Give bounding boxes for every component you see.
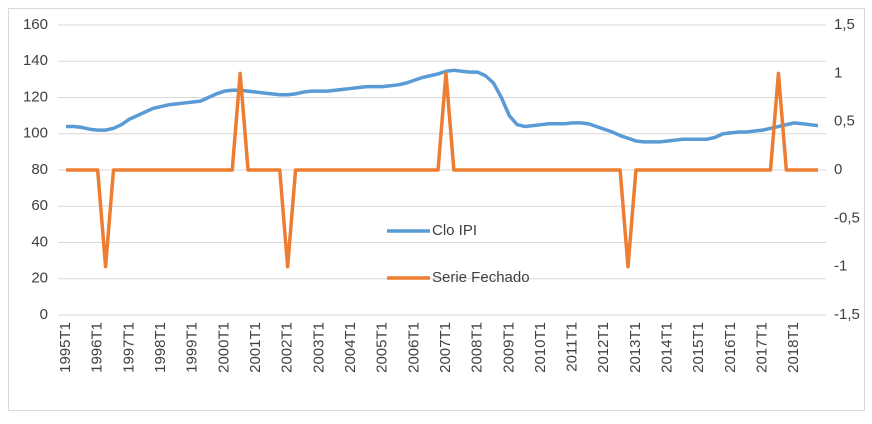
x-tick-label: 2012T1 bbox=[595, 322, 612, 373]
y-tick-label: 60 bbox=[31, 197, 48, 214]
x-tick-label: 2014T1 bbox=[659, 322, 676, 373]
x-tick-label: 2018T1 bbox=[785, 322, 802, 373]
y-tick-label: 0 bbox=[40, 306, 48, 323]
y-tick-label: 140 bbox=[23, 52, 48, 69]
x-tick-label: 2005T1 bbox=[374, 322, 391, 373]
x-tick-label: 2000T1 bbox=[215, 322, 232, 373]
y-tick-label: 20 bbox=[31, 270, 48, 287]
y-tick-label: 120 bbox=[23, 88, 48, 105]
y2-tick-label: -1 bbox=[834, 258, 847, 275]
y-tick-label: 100 bbox=[23, 125, 48, 142]
x-tick-label: 2009T1 bbox=[500, 322, 517, 373]
x-tick-label: 1999T1 bbox=[184, 322, 201, 373]
x-tick-label: 1996T1 bbox=[89, 322, 106, 373]
x-tick-label: 1997T1 bbox=[120, 322, 137, 373]
x-tick-label: 2011T1 bbox=[564, 322, 581, 372]
y2-tick-label: -1,5 bbox=[834, 306, 860, 323]
x-tick-label: 2004T1 bbox=[342, 322, 359, 373]
x-tick-label: 2002T1 bbox=[279, 322, 296, 373]
x-tick-label: 1995T1 bbox=[57, 322, 74, 373]
legend-label: Serie Fechado bbox=[432, 269, 530, 286]
x-tick-label: 2008T1 bbox=[469, 322, 486, 373]
x-tick-label: 2003T1 bbox=[310, 322, 327, 373]
series-line bbox=[66, 68, 819, 144]
x-tick-label: 2013T1 bbox=[627, 322, 644, 373]
x-tick-label: 2001T1 bbox=[247, 322, 264, 373]
y-tick-label: 40 bbox=[31, 233, 48, 250]
y-tick-label: 80 bbox=[31, 161, 48, 178]
y2-tick-label: -0,5 bbox=[834, 209, 860, 226]
y-tick-label: 160 bbox=[23, 16, 48, 33]
y2-tick-label: 0 bbox=[834, 161, 842, 178]
x-tick-label: 2017T1 bbox=[754, 322, 771, 373]
series-line bbox=[66, 71, 818, 269]
x-tick-label: 2010T1 bbox=[532, 322, 549, 373]
x-tick-label: 1998T1 bbox=[152, 322, 169, 373]
x-tick-label: 2015T1 bbox=[690, 322, 707, 373]
x-tick-label: 2007T1 bbox=[437, 322, 454, 373]
x-tick-label: 2006T1 bbox=[405, 322, 422, 373]
legend-label: Clo IPI bbox=[432, 222, 477, 239]
y2-tick-label: 0,5 bbox=[834, 113, 855, 130]
y2-tick-label: 1,5 bbox=[834, 16, 855, 33]
y2-tick-label: 1 bbox=[834, 64, 842, 81]
x-tick-label: 2016T1 bbox=[722, 322, 739, 373]
